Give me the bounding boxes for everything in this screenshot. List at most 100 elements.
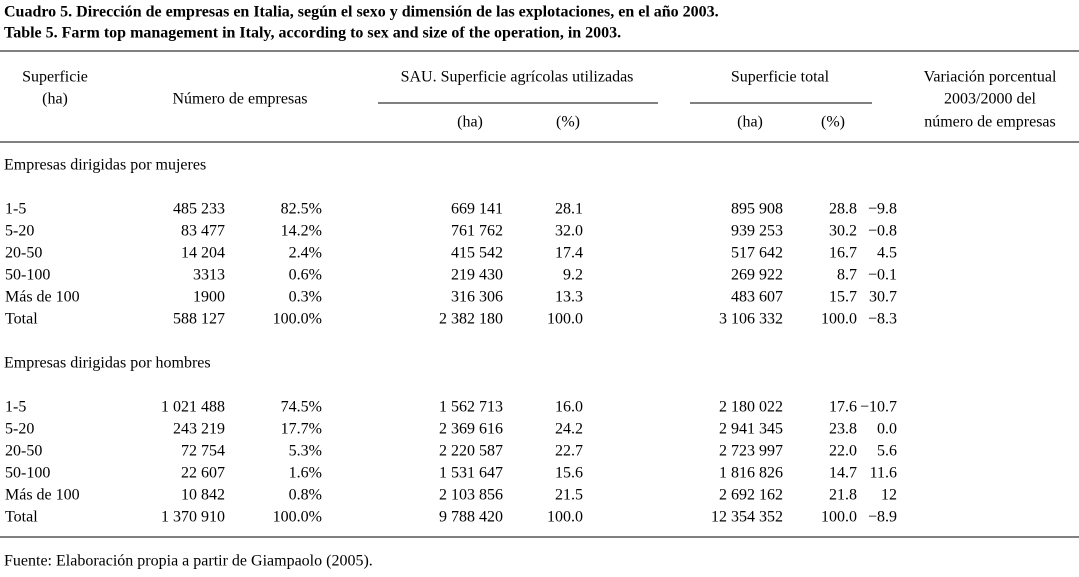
cell: 100.0 <box>821 311 857 328</box>
section-title: Empresas dirigidas por hombres <box>4 355 211 372</box>
cell: 669 141 <box>451 201 503 218</box>
cell: 2 941 345 <box>719 421 783 438</box>
cell: 17.7% <box>281 421 322 438</box>
cell: 0.8% <box>289 487 322 504</box>
cell: 316 306 <box>451 289 503 306</box>
cell: 2 220 587 <box>439 443 503 460</box>
cell: 22.0 <box>829 443 857 460</box>
cell: 12 354 352 <box>711 509 783 526</box>
cell: −9.8 <box>868 201 897 218</box>
cell: 517 642 <box>731 245 783 262</box>
cell: 483 607 <box>731 289 783 306</box>
title-en: Table 5. Farm top management in Italy, a… <box>4 25 621 42</box>
col-header: (ha) <box>42 91 68 108</box>
cell: 2 382 180 <box>439 311 503 328</box>
cell: 1 021 488 <box>161 399 225 416</box>
cell: 74.5% <box>281 399 322 416</box>
cell: 16.7 <box>829 245 857 262</box>
cell: 100.0% <box>273 509 322 526</box>
cell: 21.5 <box>555 487 583 504</box>
cell: 23.8 <box>829 421 857 438</box>
cell: Total <box>5 509 38 526</box>
col-header: Superficie <box>22 69 88 86</box>
cell: 15.7 <box>829 289 857 306</box>
cell: −0.1 <box>868 267 897 284</box>
cell: 415 542 <box>451 245 503 262</box>
cell: 9.2 <box>563 267 583 284</box>
section-title: Empresas dirigidas por mujeres <box>4 157 206 174</box>
cell: 1-5 <box>5 201 26 218</box>
col-header: número de empresas <box>924 114 1056 131</box>
cell: 0.0 <box>877 421 897 438</box>
cell: −8.9 <box>868 509 897 526</box>
cell: 13.3 <box>555 289 583 306</box>
cell: 1900 <box>193 289 225 306</box>
cell: 1 531 647 <box>439 465 503 482</box>
cell: 100.0 <box>547 311 583 328</box>
cell: 2 103 856 <box>439 487 503 504</box>
cell: 22 607 <box>181 465 225 482</box>
col-header: (%) <box>821 114 845 131</box>
col-header: (ha) <box>457 114 483 131</box>
col-header: Superficie total <box>731 69 830 86</box>
cell: 9 788 420 <box>439 509 503 526</box>
cell: 10 842 <box>181 487 225 504</box>
cell: 485 233 <box>173 201 225 218</box>
cell: 83 477 <box>181 223 225 240</box>
cell: 30.7 <box>869 289 897 306</box>
cell: 1.6% <box>289 465 322 482</box>
cell: 17.6 <box>829 399 857 416</box>
cell: 50-100 <box>5 267 50 284</box>
title-es: Cuadro 5. Dirección de empresas en Itali… <box>4 4 719 21</box>
cell: 17.4 <box>555 245 583 262</box>
cell: 28.1 <box>555 201 583 218</box>
cell: 28.8 <box>829 201 857 218</box>
cell: 15.6 <box>555 465 583 482</box>
cell: 100.0 <box>821 509 857 526</box>
cell: 14.2% <box>281 223 322 240</box>
cell: 100.0 <box>547 509 583 526</box>
cell: 761 762 <box>451 223 503 240</box>
cell: 1-5 <box>5 399 26 416</box>
cell: 1 370 910 <box>161 509 225 526</box>
cell: 2 180 022 <box>719 399 783 416</box>
cell: 22.7 <box>555 443 583 460</box>
cell: 939 253 <box>731 223 783 240</box>
cell: 4.5 <box>877 245 897 262</box>
cell: −8.3 <box>868 311 897 328</box>
cell: 0.3% <box>289 289 322 306</box>
cell: 2 692 162 <box>719 487 783 504</box>
cell: 5.3% <box>289 443 322 460</box>
col-header: 2003/2000 del <box>944 91 1037 108</box>
cell: 20-50 <box>5 443 42 460</box>
cell: 219 430 <box>451 267 503 284</box>
cell: 5-20 <box>5 421 34 438</box>
cell: 82.5% <box>281 201 322 218</box>
cell: 3 106 332 <box>719 311 783 328</box>
cell: 14 204 <box>181 245 225 262</box>
col-header: (ha) <box>737 114 763 131</box>
cell: 12 <box>881 487 897 504</box>
cell: 1 562 713 <box>439 399 503 416</box>
cell: 2.4% <box>289 245 322 262</box>
cell: 1 816 826 <box>719 465 783 482</box>
cell: Más de 100 <box>5 487 80 504</box>
cell: 5.6 <box>877 443 897 460</box>
cell: −0.8 <box>868 223 897 240</box>
cell: 72 754 <box>181 443 225 460</box>
cell: 243 219 <box>173 421 225 438</box>
cell: 11.6 <box>870 465 897 482</box>
col-header: Número de empresas <box>172 91 307 108</box>
cell: 32.0 <box>555 223 583 240</box>
cell: 3313 <box>193 267 225 284</box>
cell: 0.6% <box>289 267 322 284</box>
cell: 100.0% <box>273 311 322 328</box>
cell: 5-20 <box>5 223 34 240</box>
cell: Total <box>5 311 38 328</box>
col-header: SAU. Superficie agrícolas utilizadas <box>401 69 634 86</box>
source: Fuente: Elaboración propia a partir de G… <box>4 553 373 570</box>
cell: 30.2 <box>829 223 857 240</box>
cell: 21.8 <box>829 487 857 504</box>
cell: 8.7 <box>837 267 857 284</box>
